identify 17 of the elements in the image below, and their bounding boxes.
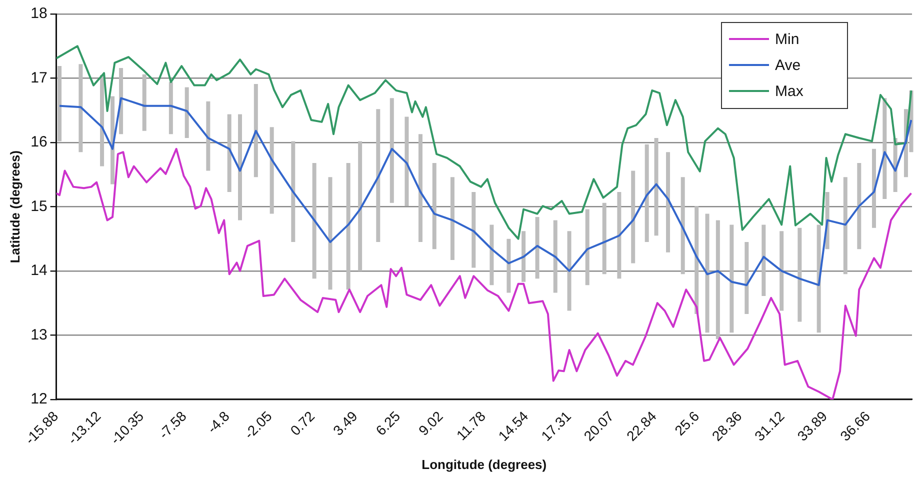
y-tick-label: 12 [30,390,48,408]
y-tick-label: 13 [30,326,48,344]
x-tick-label: 6.25 [372,408,404,439]
legend-label: Min [775,31,800,48]
x-tick-label: 9.02 [415,408,446,439]
legend-label: Ave [775,57,801,74]
x-axis-title: Longitude (degrees) [422,456,547,472]
y-tick-label: 18 [30,5,48,22]
x-tick-label: -4.8 [204,408,232,436]
y-tick-label: 15 [30,198,48,215]
legend-label: Max [775,83,804,100]
y-tick-label: 17 [30,69,48,86]
y-tick-label: 16 [30,134,48,151]
x-tick-label: 0.72 [287,408,318,439]
y-tick-label: 14 [30,262,48,280]
y-axis-title: Latitude (degrees) [7,150,22,264]
x-tick-label: 3.49 [330,408,361,439]
